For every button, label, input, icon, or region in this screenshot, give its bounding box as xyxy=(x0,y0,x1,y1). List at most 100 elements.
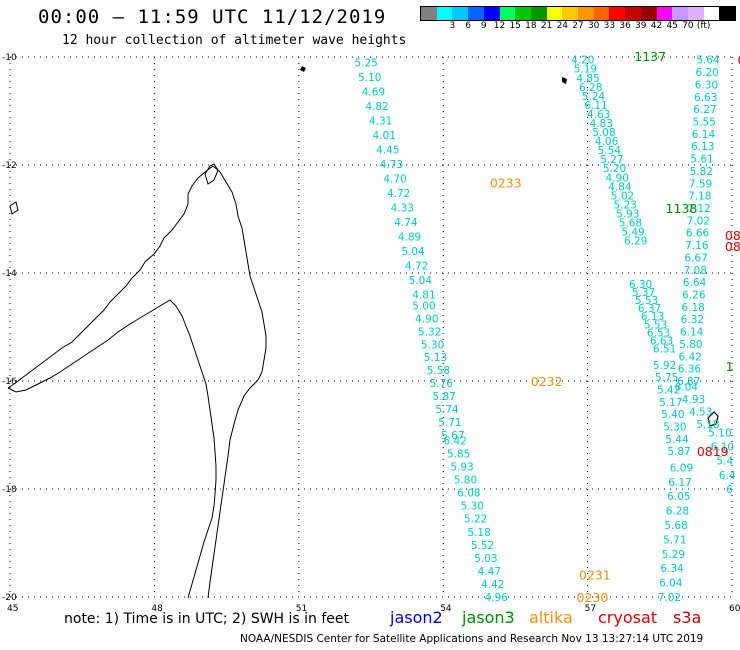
footer-note: note: 1) Time is in UTC; 2) SWH is in fe… xyxy=(64,611,350,627)
swh-value: 5.08 xyxy=(592,127,615,139)
colorbar-label: (ft) xyxy=(696,21,711,31)
swh-value: 5.82 xyxy=(690,166,713,178)
swh-value: 6.34 xyxy=(660,563,684,575)
swh-value: 5.71 xyxy=(663,534,686,546)
swh-value: 6.09 xyxy=(670,462,693,474)
colorbar-label: 33 xyxy=(603,21,616,31)
swh-value: 5.61 xyxy=(690,154,713,166)
pass-time-label: 0233 xyxy=(490,175,522,190)
colorbar-swatch xyxy=(593,7,610,20)
swh-value: 5.49 xyxy=(621,227,644,239)
swh-value: 7.18 xyxy=(688,191,711,203)
swh-value: 4.90 xyxy=(415,313,438,325)
y-tick-label: -10 xyxy=(2,53,17,63)
swh-value: 5.40 xyxy=(661,409,684,421)
swh-value: 5.87 xyxy=(432,391,455,403)
swh-value: 5.58 xyxy=(427,365,450,377)
pass-time-label: 0 xyxy=(738,53,740,68)
colorbar-label: 27 xyxy=(572,21,584,31)
swh-value: 6.10 xyxy=(711,441,734,453)
colorbar-swatch xyxy=(562,7,579,20)
swh-value: 5.76 xyxy=(430,378,454,390)
swh-value: 4.96 xyxy=(484,592,508,604)
swh-value: 5.74 xyxy=(435,404,459,416)
legend-cryosat: cryosat xyxy=(598,608,658,627)
swh-value: 6.14 xyxy=(692,129,716,141)
colorbar-label: 6 xyxy=(465,21,471,31)
swh-value: 4.81 xyxy=(412,290,435,302)
colorbar-swatch xyxy=(530,7,547,20)
pass-time-label: 0819 xyxy=(697,444,729,459)
swh-value: 4.63 xyxy=(587,109,610,121)
swh-value: 4.93 xyxy=(682,394,705,406)
swh-value: 6.66 xyxy=(686,228,710,240)
swh-value: 5.53 xyxy=(635,295,658,307)
swh-value: 4.84 xyxy=(608,181,632,193)
swh-value: 5.54 xyxy=(598,145,622,157)
swh-value: 4.42 xyxy=(481,579,504,591)
swh-value: 4.53 xyxy=(689,407,712,419)
swh-value: 4.45 xyxy=(376,144,399,156)
coastline-east xyxy=(207,165,267,599)
swh-value: 6.67 xyxy=(684,252,707,264)
colorbar-swatch xyxy=(609,7,626,20)
swh-value: 6.53 xyxy=(647,327,670,339)
swh-value: 5.10 xyxy=(708,427,731,439)
swh-value: 6.4 xyxy=(719,470,736,482)
colorbar-label: 24 xyxy=(556,21,569,31)
swh-value: 4.73 xyxy=(380,159,403,171)
swh-value: 5.18 xyxy=(467,527,490,539)
pass-time-label: 1138 xyxy=(666,201,698,216)
swh-value: 5.93 xyxy=(616,208,639,220)
x-tick-label: 57 xyxy=(585,604,596,614)
swh-value: 6.11 xyxy=(584,100,607,112)
swh-value: 5.68 xyxy=(664,520,687,532)
island-mauritius xyxy=(707,411,719,427)
colorbar-label: 18 xyxy=(525,21,537,31)
swh-value: 7.59 xyxy=(689,178,712,190)
swh-value: 5.53 xyxy=(644,319,667,331)
colorbar-label: 12 xyxy=(493,21,506,31)
swh-value: 4.74 xyxy=(394,217,418,229)
swh-value: 6.30 xyxy=(629,279,652,291)
colorbar-swatch xyxy=(483,7,500,20)
pass-time-label: 0231 xyxy=(579,567,611,582)
legend-jason3: jason3 xyxy=(462,608,515,627)
colorbar-swatch xyxy=(578,7,594,20)
swh-value: 5.85 xyxy=(447,448,470,460)
colorbar-label: 36 xyxy=(619,21,631,31)
pass-time-label: 1137 xyxy=(634,49,666,64)
swh-value: 5.18 xyxy=(696,419,719,431)
colorbar-swatch xyxy=(452,7,469,20)
swh-value: 6.51 xyxy=(653,344,676,356)
swh-value: 5.87 xyxy=(667,446,690,458)
colorbar-swatch xyxy=(703,7,720,20)
swh-value: 6.17 xyxy=(668,477,691,489)
swh-value: 5.22 xyxy=(464,514,487,526)
islands xyxy=(9,66,719,427)
pass-time-label: 1 xyxy=(726,359,734,374)
pass-time-label: 0232 xyxy=(531,374,563,389)
swh-value: 6.29 xyxy=(624,236,647,248)
colorbar-label: 3 xyxy=(449,21,456,31)
swh-value: 6.04 xyxy=(659,578,683,590)
swh-value: 5.55 xyxy=(693,116,716,128)
pass-time-labels: 0233 0232 0231 0230 1137 1138 1 081081 0819 0 xyxy=(490,49,740,605)
swh-value: 5.52 xyxy=(471,540,494,552)
swh-value: 5.44 xyxy=(665,434,689,446)
swh-value: 6.32 xyxy=(681,314,704,326)
legend-jason2: jason2 xyxy=(390,608,443,627)
swh-value: 6.04 xyxy=(675,381,699,393)
swh-value: 5.20 xyxy=(603,163,626,175)
swh-value: 4.01 xyxy=(373,130,396,142)
swh-value: 5.30 xyxy=(421,339,444,351)
swh-value: 5.75 xyxy=(655,372,678,384)
swh-value: 6.20 xyxy=(695,67,718,79)
colorbar-label: 21 xyxy=(540,21,553,31)
swh-value: 6.42 xyxy=(678,351,701,363)
swh-value: 6.28 xyxy=(666,506,689,518)
swh-value: 5.17 xyxy=(659,397,682,409)
swh-value: 5.24 xyxy=(582,91,606,103)
y-tick-label: -20 xyxy=(2,593,17,603)
swh-value: 6.27 xyxy=(693,104,716,116)
